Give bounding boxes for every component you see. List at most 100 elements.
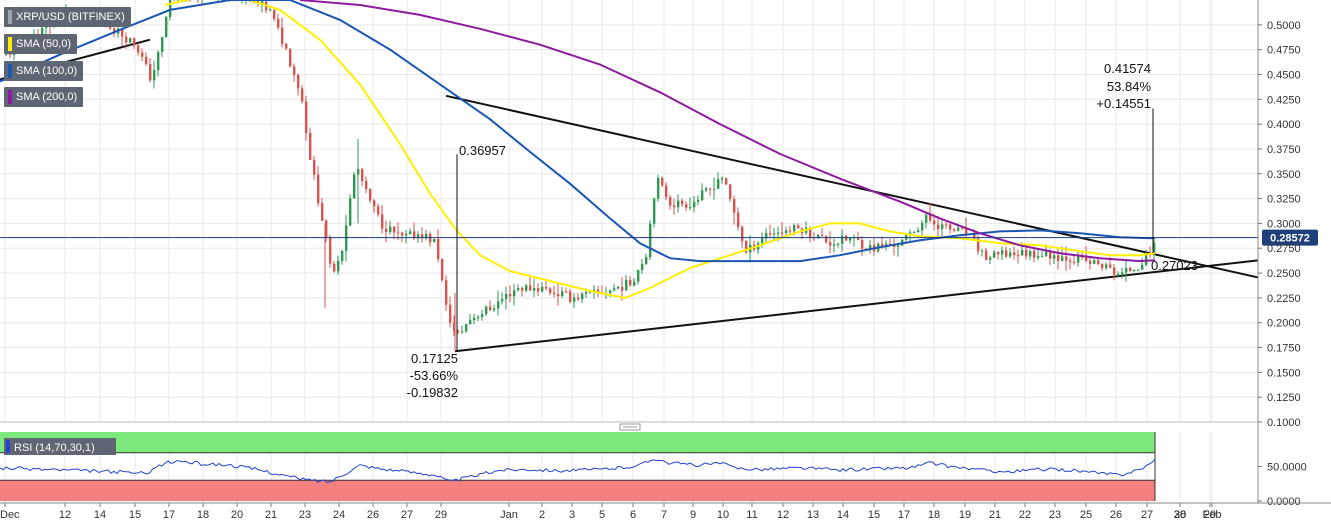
candle-body [761,238,763,243]
candle-body [389,227,391,232]
x-tick-label: 18 [197,509,209,521]
candle-body [141,53,143,57]
candle-body [773,234,775,235]
candle-body [557,294,559,296]
x-tick-label: 13 [807,509,819,521]
candle-body [337,261,339,271]
rsi-swatch [6,440,10,453]
candle-body [713,189,715,190]
sma-50-label: SMA (50,0) [16,38,71,50]
candle-body [397,232,399,233]
candle-body [133,38,135,45]
candle-body [373,200,375,206]
y-tick-label: 0.2000 [1267,318,1301,330]
candle-body [797,225,799,228]
candle-body [1041,256,1043,257]
candle-body [125,37,127,43]
candle-body [517,288,519,290]
x-tick-label: 17 [898,509,910,521]
candle-body [469,320,471,324]
candle-body [297,75,299,89]
candle-body [329,237,331,263]
x-tick-label: 24 [333,509,345,521]
symbol-legend[interactable]: XRP/USD (BITFINEX) [4,7,131,27]
candle-body [621,287,623,291]
candle-body [565,291,567,292]
sma-100-legend[interactable]: SMA (100,0) [4,61,83,81]
trendlines [0,40,1258,352]
x-tick-label: 12 [777,509,789,521]
candle-body [925,215,927,223]
y-tick-label: 0.4500 [1267,69,1301,81]
x-tick-label: 9 [690,509,696,521]
y-tick-label: 0.3500 [1267,169,1301,181]
candle-body [1097,260,1099,264]
candle-body [341,251,343,261]
candle-body [553,293,555,294]
candle-body [449,305,451,323]
y-tick-label: 0.5000 [1267,20,1301,32]
candle-body [785,230,787,233]
y-tick-label: 0.2500 [1267,268,1301,280]
candle-body [361,169,363,181]
candle-body [1101,264,1103,268]
candle-body [1053,255,1055,258]
sma-200-legend[interactable]: SMA (200,0) [4,87,83,107]
x-tick-label: 25 [1080,509,1092,521]
candle-body [1073,262,1075,263]
candle-body [537,288,539,291]
sma-200-line [300,0,1155,261]
candle-body [1133,270,1135,271]
candle-body [989,258,991,260]
x-tick-label: 11 [746,509,757,521]
x-tick-label: 6 [630,509,636,521]
x-tick-label: 23 [1049,509,1061,521]
candle-body [981,251,983,252]
candle-body [717,179,719,189]
candle-body [657,178,659,199]
rsi-line [0,459,1155,482]
candle-body [769,233,771,234]
high-jan-percent: 53.84% [1107,79,1152,94]
x-tick-label: 20 [231,509,243,521]
symbol-swatch [8,10,12,24]
candle-body [949,225,951,230]
candle-body [529,285,531,290]
candle-body [777,233,779,234]
candle-body [665,185,667,197]
candle-body [293,66,295,74]
candle-body [129,38,131,42]
candle-body [661,178,663,186]
rsi-title: RSI (14,70,30,1) [14,442,95,454]
candle-body [1069,261,1071,262]
candle-body [505,294,507,299]
rsi-y-tick-label: 0.0000 [1267,496,1301,508]
candle-body [161,37,163,52]
high-jan-price: 0.41574 [1104,61,1151,76]
candle-body [277,19,279,28]
candle-body [1005,250,1007,256]
sma-50-legend[interactable]: SMA (50,0) [4,34,77,54]
candle-body [489,307,491,310]
x-tick-label: 14 [837,509,849,521]
candle-body [625,280,627,291]
y-tick-label: 0.4750 [1267,45,1301,57]
candle-body [721,178,723,179]
candle-body [409,231,411,234]
low-price: 0.17125 [411,351,458,366]
y-tick-label: 0.3750 [1267,144,1301,156]
candle-body [1105,264,1107,268]
candle-body [689,207,691,208]
ascending-trendline [455,260,1258,351]
candle-body [473,318,475,320]
x-tick-label: 2 [539,509,545,521]
candle-body [377,206,379,214]
candle-body [525,285,527,290]
candle-body [497,301,499,308]
high-dec-price: 0.36957 [459,143,506,158]
x-tick-label: 7 [661,509,667,521]
sma-200-swatch [8,90,12,104]
